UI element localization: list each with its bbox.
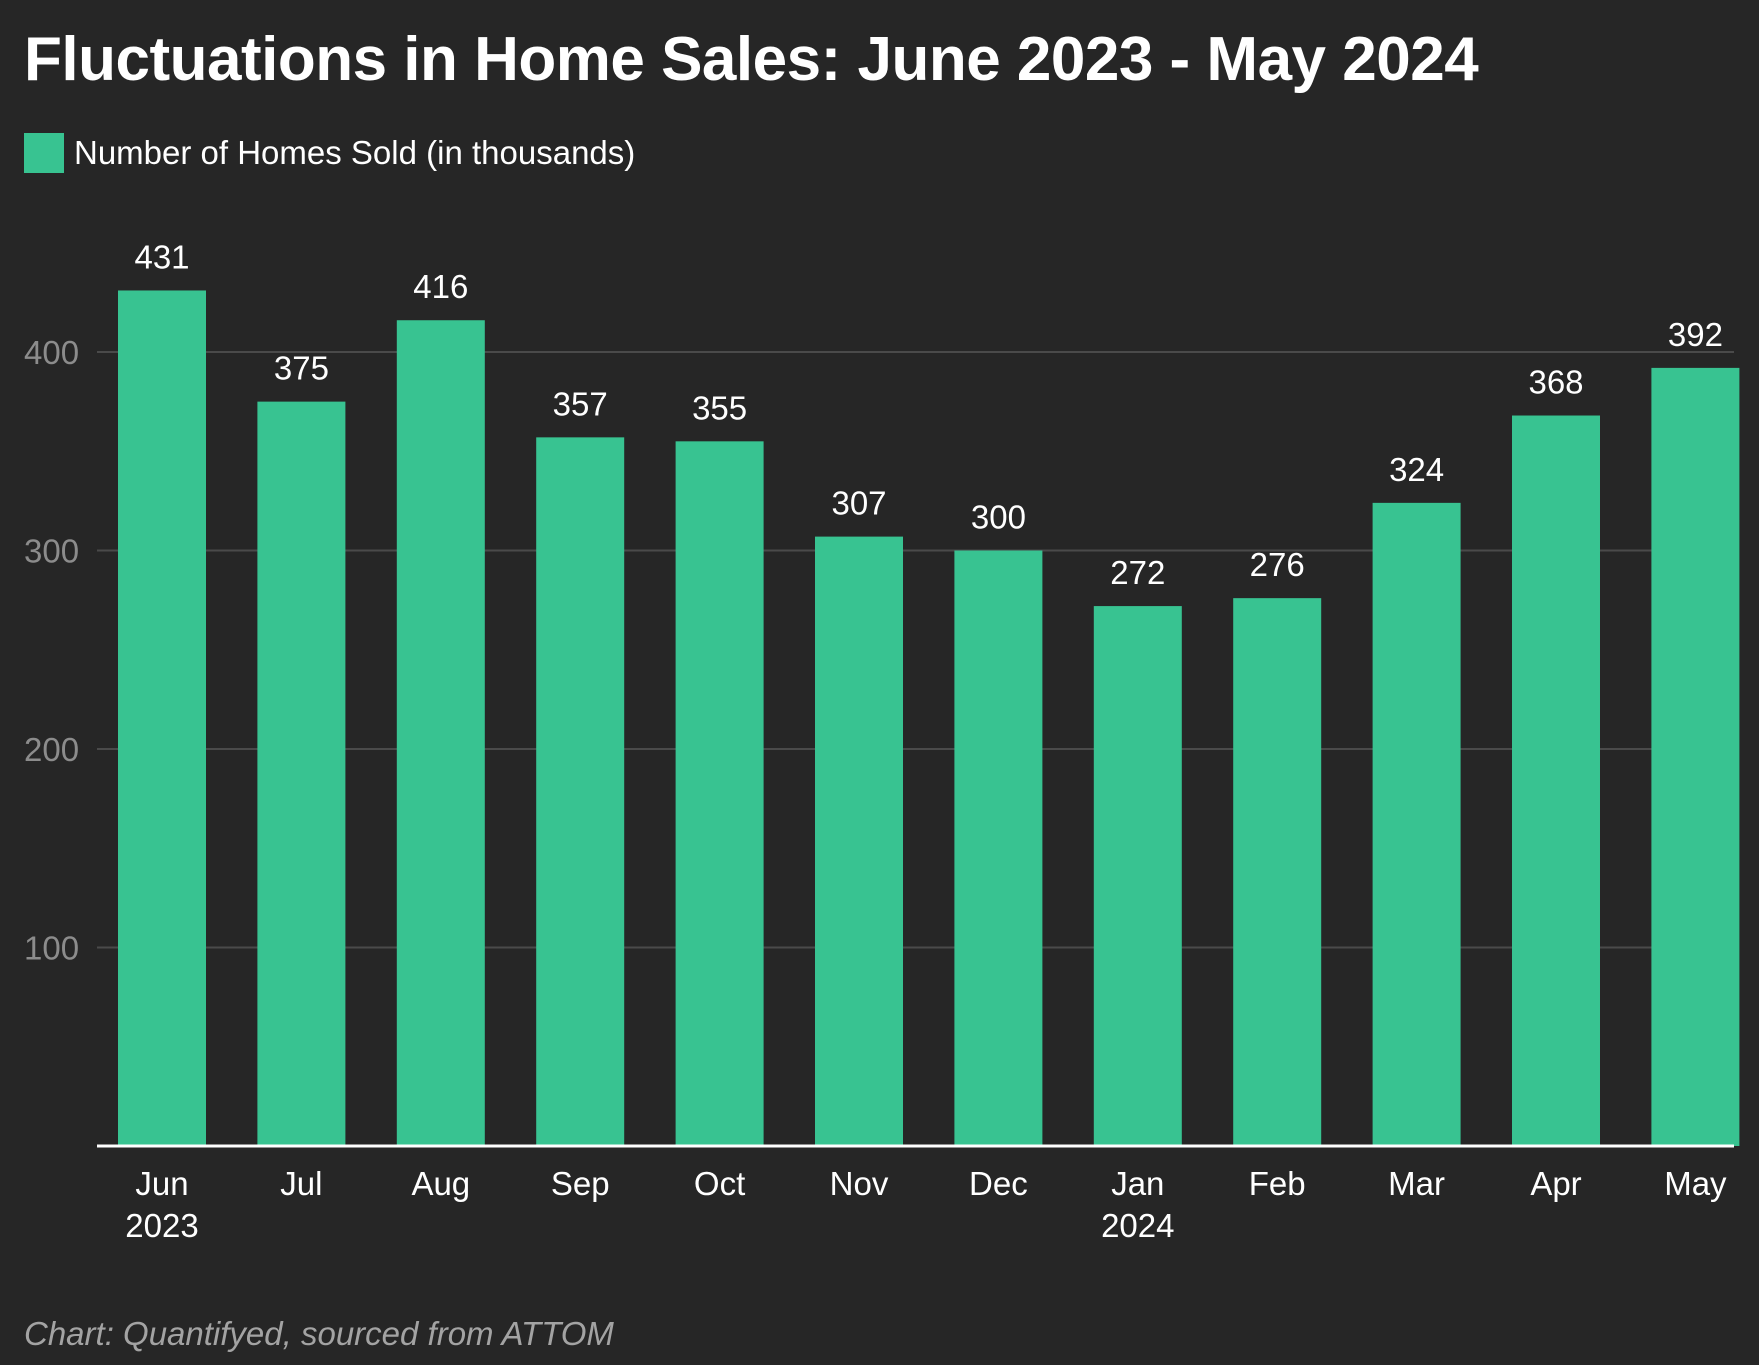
data-label: 355	[692, 389, 747, 426]
y-tick-label: 100	[24, 930, 79, 967]
legend: Number of Homes Sold (in thousands)	[24, 133, 635, 173]
bar	[536, 437, 625, 1147]
x-tick-label: Aug	[411, 1165, 470, 1202]
x-tick-label: Jun	[135, 1165, 188, 1202]
x-tick-label: Feb	[1249, 1165, 1306, 1202]
bar	[1093, 606, 1182, 1146]
data-label: 300	[971, 499, 1026, 536]
x-tick-label: Mar	[1388, 1165, 1445, 1202]
x-tick-label: Dec	[969, 1165, 1028, 1202]
y-tick-label: 400	[24, 334, 79, 371]
x-tick-sublabel: 2024	[1101, 1207, 1174, 1244]
x-tick-label: Jan	[1111, 1165, 1164, 1202]
chart-source-note: Chart: Quantifyed, sourced from ATTOM	[24, 1315, 614, 1352]
bar	[1233, 598, 1322, 1146]
data-label: 416	[413, 268, 468, 305]
bar	[1372, 502, 1461, 1146]
x-tick-label: May	[1664, 1165, 1727, 1202]
data-label: 375	[274, 350, 329, 387]
x-tick-label: Sep	[551, 1165, 610, 1202]
legend-label: Number of Homes Sold (in thousands)	[74, 134, 636, 171]
data-label: 307	[831, 485, 886, 522]
data-label: 324	[1389, 451, 1444, 488]
legend-swatch	[24, 133, 64, 173]
bar	[118, 290, 206, 1147]
bar	[396, 320, 485, 1146]
data-label: 357	[553, 385, 608, 422]
y-tick-label: 300	[24, 533, 79, 570]
x-tick-label: Oct	[694, 1165, 745, 1202]
data-label: 368	[1528, 364, 1583, 401]
data-label: 276	[1250, 546, 1305, 583]
x-tick-label: Nov	[830, 1165, 889, 1202]
x-tick-label: Jul	[280, 1165, 322, 1202]
data-label: 392	[1668, 316, 1723, 353]
chart-title: Fluctuations in Home Sales: June 2023 - …	[24, 25, 1479, 94]
bar	[1512, 415, 1600, 1146]
bar	[257, 401, 346, 1146]
data-label: 272	[1110, 554, 1165, 591]
bar	[1651, 367, 1740, 1146]
bar	[954, 550, 1043, 1146]
y-tick-label: 200	[24, 731, 79, 768]
bar	[815, 536, 903, 1146]
data-label: 431	[134, 238, 189, 275]
x-tick-label: Apr	[1530, 1165, 1581, 1202]
x-tick-sublabel: 2023	[125, 1207, 198, 1244]
bar	[675, 441, 764, 1146]
